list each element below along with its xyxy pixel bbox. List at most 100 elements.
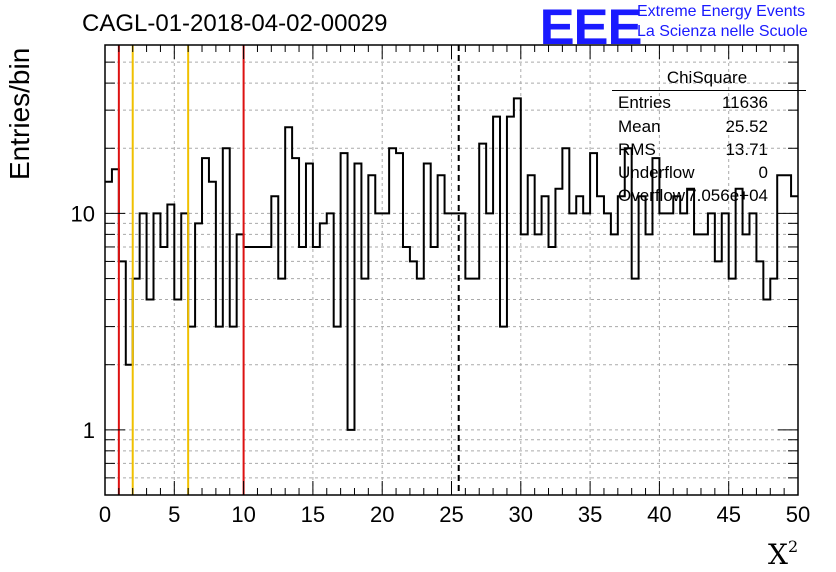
- histogram-bin: [694, 234, 701, 495]
- histogram-bin: [763, 300, 770, 495]
- y-axis-label: Entries/bin: [4, 47, 35, 180]
- histogram-bin: [285, 127, 292, 495]
- x-tick-label: 0: [99, 502, 111, 527]
- histogram-bin: [493, 117, 500, 495]
- x-tick-label: 30: [509, 502, 533, 527]
- histogram-bin: [646, 234, 653, 495]
- histogram-bin: [167, 204, 174, 495]
- histogram-bin: [278, 279, 285, 495]
- histogram-bin: [673, 196, 680, 495]
- histogram-bin: [133, 279, 140, 495]
- x-tick-label: 25: [439, 502, 463, 527]
- histogram-bin: [147, 300, 154, 495]
- histogram-bin: [597, 196, 604, 495]
- x-axis-label-superscript: 2: [787, 536, 799, 556]
- x-axis-label-symbol: X: [768, 538, 788, 571]
- histogram-bin: [555, 189, 562, 495]
- histogram-bin: [140, 213, 147, 495]
- histogram-bin: [438, 175, 445, 495]
- histogram-bin: [375, 213, 382, 495]
- histogram-bin: [715, 261, 722, 495]
- histogram-bin: [209, 182, 216, 495]
- histogram-bin: [396, 153, 403, 495]
- histogram-bin: [216, 327, 223, 495]
- histogram-bin: [666, 213, 673, 495]
- histogram-bin: [154, 213, 161, 495]
- x-tick-label: 50: [786, 502, 810, 527]
- x-tick-label: 40: [647, 502, 671, 527]
- histogram-bin: [465, 279, 472, 495]
- histogram-bin: [244, 247, 251, 495]
- histogram-bin: [354, 164, 361, 495]
- chart-title: CAGL-01-2018-04-02-00029: [82, 10, 388, 37]
- histogram-bin: [264, 247, 271, 495]
- histogram-bin: [119, 261, 126, 495]
- histogram-bin: [486, 213, 493, 495]
- histogram-bin: [583, 213, 590, 495]
- histogram-bin: [701, 234, 708, 495]
- histogram-bin: [722, 213, 729, 495]
- histogram-bin: [535, 234, 542, 495]
- histogram-bin: [507, 117, 514, 495]
- histogram-bin: [174, 300, 181, 495]
- stats-box: ChiSquare Entries 11636 Mean 25.52 RMS 1…: [608, 64, 806, 212]
- histogram-bin: [576, 196, 583, 495]
- histogram-bin: [417, 279, 424, 495]
- histogram-bin: [479, 144, 486, 495]
- histogram-bin: [348, 430, 355, 495]
- stats-value-rms: 13.71: [725, 140, 768, 159]
- stats-title: ChiSquare: [666, 68, 748, 87]
- histogram-bin: [334, 327, 341, 495]
- histogram-bin: [549, 247, 556, 495]
- histogram-bin: [708, 213, 715, 495]
- histogram-bin: [292, 158, 299, 495]
- histogram-bin: [188, 327, 195, 495]
- histogram-bin: [368, 175, 375, 495]
- histogram-bin: [729, 279, 736, 495]
- histogram-bin: [514, 98, 521, 495]
- histogram-bin: [431, 247, 438, 495]
- stats-label-rms: RMS: [618, 140, 656, 159]
- histogram-bin: [223, 148, 230, 495]
- x-tick-label: 10: [231, 502, 255, 527]
- y-tick-label: 10: [71, 201, 95, 226]
- stats-value-mean: 25.52: [725, 117, 768, 136]
- x-tick-label: 45: [716, 502, 740, 527]
- histogram-bin: [521, 234, 528, 495]
- histogram-bin: [112, 169, 119, 495]
- histogram-bin: [410, 261, 417, 495]
- histogram-bin: [590, 153, 597, 495]
- histogram-bin: [271, 196, 278, 495]
- histogram-bin: [618, 196, 625, 495]
- histogram-bin: [659, 213, 666, 495]
- stats-label-entries: Entries: [618, 93, 671, 112]
- x-tick-label: 35: [578, 502, 602, 527]
- histogram-bin: [424, 164, 431, 495]
- histogram-bin: [237, 234, 244, 495]
- histogram-bin: [604, 213, 611, 495]
- stats-value-underflow: 0: [758, 163, 768, 182]
- histogram-bin: [500, 327, 507, 495]
- histogram-bin: [680, 213, 687, 495]
- logo-text-line2: La Scienza nelle Scuole: [637, 23, 808, 40]
- histogram-bin: [632, 279, 639, 495]
- stats-divider: [612, 90, 806, 91]
- stats-value-overflow: 7.056e+04: [687, 186, 768, 205]
- histogram-bin: [361, 279, 368, 495]
- histogram-bin: [528, 175, 535, 495]
- histogram-bin: [257, 247, 264, 495]
- histogram-bin: [452, 213, 459, 495]
- y-tick-label: 1: [83, 418, 95, 443]
- histogram-bin: [160, 247, 167, 495]
- histogram-bin: [770, 279, 777, 495]
- histogram-bin: [743, 234, 750, 495]
- histogram-bin: [202, 158, 209, 495]
- x-tick-label: 5: [168, 502, 180, 527]
- histogram-bin: [472, 279, 479, 495]
- histogram-bin: [562, 148, 569, 495]
- histogram-bin: [749, 213, 756, 495]
- histogram-bin: [341, 153, 348, 495]
- histogram-bin: [126, 365, 133, 495]
- histogram-bin: [251, 247, 258, 495]
